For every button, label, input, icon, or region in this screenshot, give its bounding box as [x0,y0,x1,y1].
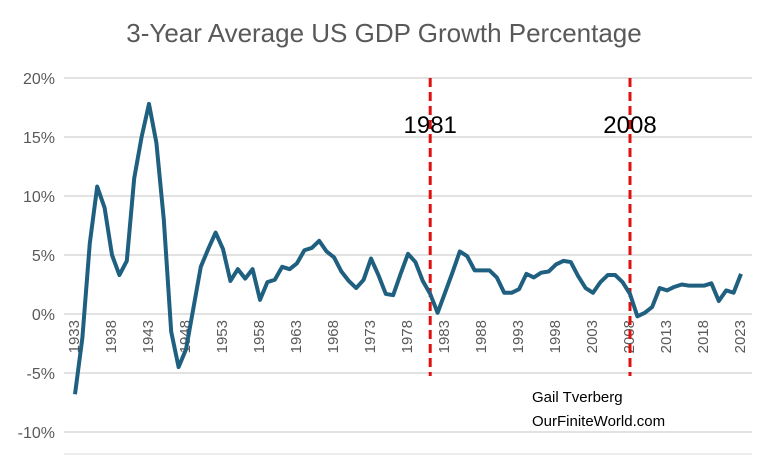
x-tick-label: 2013 [658,320,675,353]
x-tick-label: 2003 [584,320,601,353]
author-name: Gail Tverberg [532,389,623,406]
x-tick-label: 1938 [103,320,120,353]
y-tick-label: 10% [23,189,55,206]
x-tick-label: 1998 [547,320,564,353]
x-tick-label: 2018 [695,320,712,353]
x-tick-label: 2023 [732,320,749,353]
x-tick-label: 1933 [66,320,83,353]
x-tick-label: 1963 [288,320,305,353]
chart-title: 3-Year Average US GDP Growth Percentage [126,18,642,48]
y-tick-label: 0% [32,307,55,324]
x-tick-label: 1958 [251,320,268,353]
x-tick-label: 1953 [214,320,231,353]
y-tick-label: 20% [23,71,55,88]
annotation-label-1981: 1981 [404,112,457,139]
website: OurFiniteWorld.com [532,413,666,430]
x-tick-label: 1973 [362,320,379,353]
x-tick-label: 1968 [325,320,342,353]
x-tick-label: 1943 [140,320,157,353]
annotation-label-2008: 2008 [603,112,656,139]
y-tick-label: 5% [32,248,55,265]
x-tick-label: 1978 [399,320,416,353]
y-tick-label: -5% [27,366,55,383]
x-tick-label: 1988 [473,320,490,353]
x-tick-label: 1993 [510,320,527,353]
y-tick-label: -10% [18,425,55,442]
x-tick-label: 1983 [436,320,453,353]
y-tick-label: 15% [23,130,55,147]
